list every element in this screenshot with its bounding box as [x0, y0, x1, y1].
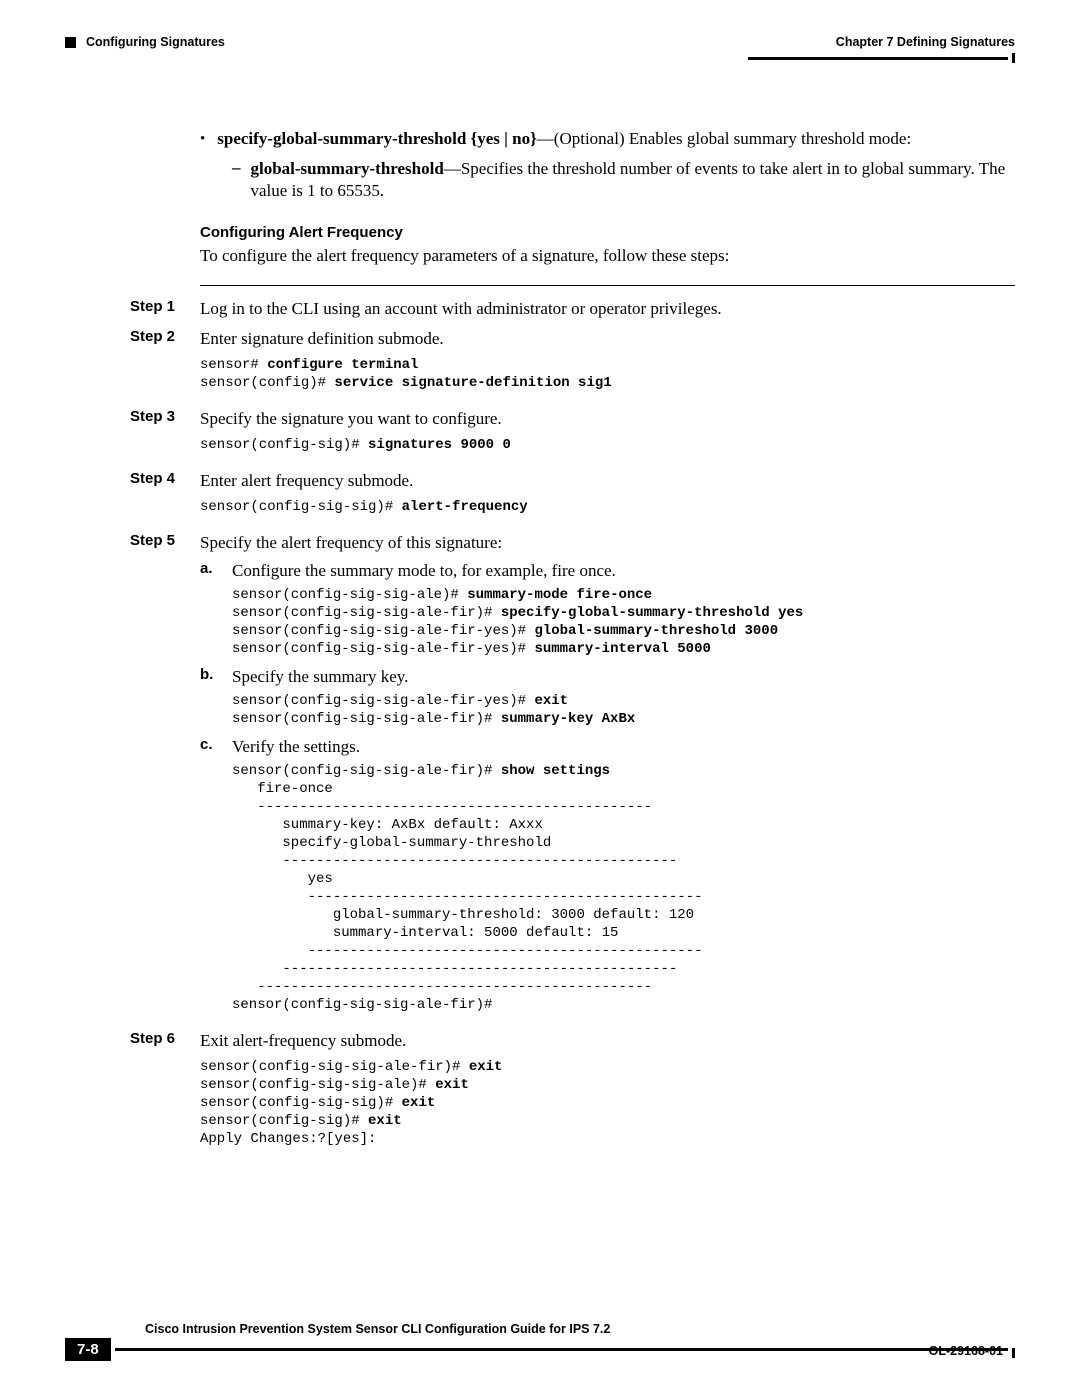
- step-row: Step 1 Log in to the CLI using an accoun…: [200, 298, 1015, 320]
- bullet-icon: •: [200, 128, 205, 150]
- step-row: Step 2 Enter signature definition submod…: [200, 328, 1015, 400]
- main-content: • specify-global-summary-threshold {yes …: [65, 128, 1015, 1156]
- intro-text: To configure the alert frequency paramet…: [200, 245, 1015, 267]
- step-text: Log in to the CLI using an account with …: [200, 298, 1015, 320]
- code-block: sensor(config-sig-sig-ale-fir-yes)# exit…: [232, 692, 1015, 728]
- dash-icon: –: [232, 158, 241, 202]
- bullet-desc: —(Optional) Enables global summary thres…: [537, 129, 911, 148]
- sub-bullet-item: – global-summary-threshold—Specifies the…: [232, 158, 1015, 202]
- footer-rule: [115, 1348, 1008, 1351]
- footer-doc-title: Cisco Intrusion Prevention System Sensor…: [145, 1322, 1015, 1336]
- code-block: sensor# configure terminal sensor(config…: [200, 356, 1015, 392]
- footer-doc-id: OL-29168-01: [929, 1344, 1003, 1358]
- step-label: Step 4: [130, 470, 200, 524]
- sub-step: c. Verify the settings.: [200, 736, 1015, 758]
- sub-step: a. Configure the summary mode to, for ex…: [200, 560, 1015, 582]
- code-block: sensor(config-sig-sig)# alert-frequency: [200, 498, 1015, 516]
- sub-step: b. Specify the summary key.: [200, 666, 1015, 688]
- step-text: Specify the signature you want to config…: [200, 408, 1015, 430]
- code-block: sensor(config-sig-sig-ale-fir)# show set…: [232, 762, 1015, 1014]
- step-label: Step 6: [130, 1030, 200, 1156]
- step-label: Step 2: [130, 328, 200, 400]
- step-row: Step 4 Enter alert frequency submode. se…: [200, 470, 1015, 524]
- sub-step-text: Configure the summary mode to, for examp…: [232, 560, 1015, 582]
- bullet-item: • specify-global-summary-threshold {yes …: [200, 128, 1015, 150]
- page-number-badge: 7-8: [65, 1338, 111, 1361]
- sub-step-text: Specify the summary key.: [232, 666, 1015, 688]
- steps-divider: [200, 285, 1015, 286]
- step-row: Step 5 Specify the alert frequency of th…: [200, 532, 1015, 1022]
- sub-step-label: a.: [200, 560, 222, 582]
- header-chapter: Chapter 7 Defining Signatures: [836, 35, 1015, 49]
- header-section: Configuring Signatures: [86, 35, 225, 49]
- step-row: Step 6 Exit alert-frequency submode. sen…: [200, 1030, 1015, 1156]
- step-text: Specify the alert frequency of this sign…: [200, 532, 1015, 554]
- step-text: Enter alert frequency submode.: [200, 470, 1015, 492]
- step-text: Enter signature definition submode.: [200, 328, 1015, 350]
- sub-step-text: Verify the settings.: [232, 736, 1015, 758]
- code-block: sensor(config-sig)# signatures 9000 0: [200, 436, 1015, 454]
- step-label: Step 3: [130, 408, 200, 462]
- section-heading: Configuring Alert Frequency: [200, 224, 1015, 241]
- step-text: Exit alert-frequency submode.: [200, 1030, 1015, 1052]
- footer-rule-end-icon: [1012, 1348, 1015, 1358]
- header-square-icon: [65, 37, 76, 48]
- page-footer: Cisco Intrusion Prevention System Sensor…: [65, 1322, 1015, 1361]
- sub-step-label: c.: [200, 736, 222, 758]
- step-label: Step 1: [130, 298, 200, 320]
- step-row: Step 3 Specify the signature you want to…: [200, 408, 1015, 462]
- step-label: Step 5: [130, 532, 200, 1022]
- sub-step-label: b.: [200, 666, 222, 688]
- sub-bullet-term: global-summary-threshold: [251, 159, 444, 178]
- page-header: Configuring Signatures Chapter 7 Definin…: [65, 35, 1015, 49]
- bullet-term: specify-global-summary-threshold {yes | …: [217, 129, 537, 148]
- code-block: sensor(config-sig-sig-ale-fir)# exit sen…: [200, 1058, 1015, 1148]
- header-rule: [65, 53, 1015, 63]
- code-block: sensor(config-sig-sig-ale)# summary-mode…: [232, 586, 1015, 658]
